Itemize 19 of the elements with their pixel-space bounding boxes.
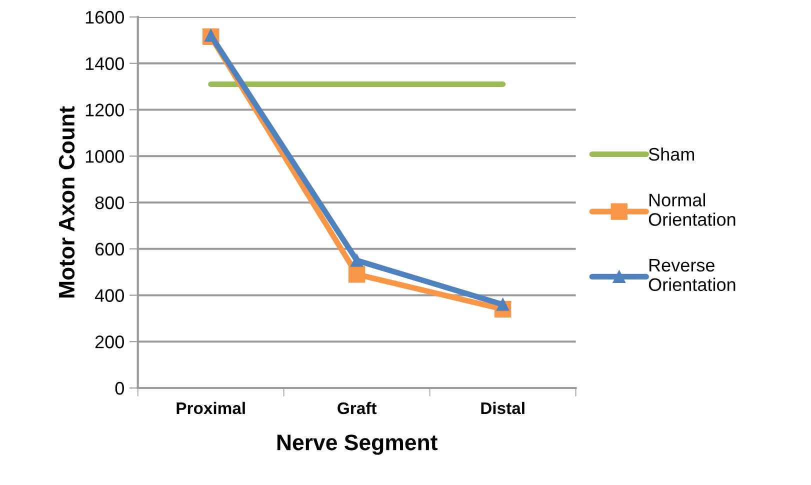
legend-label: Reverse Orientation bbox=[648, 259, 736, 292]
legend-label: Sham bbox=[648, 147, 694, 161]
x-tick-label: Distal bbox=[481, 402, 524, 414]
y-tick-label: 1200 bbox=[86, 104, 124, 116]
point bbox=[350, 254, 364, 267]
x-tick-label: Graft bbox=[338, 402, 377, 414]
y-tick-label: 0 bbox=[115, 382, 124, 395]
y-tick-label: 1400 bbox=[86, 57, 124, 70]
y-tick-label: 1600 bbox=[86, 10, 124, 24]
legend-label: Normal Orientation bbox=[648, 193, 736, 226]
x-tick-label: Proximal bbox=[176, 402, 245, 414]
y-tick-label: 1000 bbox=[86, 150, 124, 163]
x-axis-title: Nerve Segment bbox=[277, 434, 438, 455]
y-tick-label: 800 bbox=[95, 196, 124, 210]
y-axis-title: Motor Axon Count bbox=[58, 106, 75, 298]
y-tick-label: 600 bbox=[95, 242, 124, 256]
point bbox=[348, 266, 366, 283]
y-tick-label: 200 bbox=[95, 336, 124, 348]
y-tick-label: 400 bbox=[94, 289, 124, 302]
